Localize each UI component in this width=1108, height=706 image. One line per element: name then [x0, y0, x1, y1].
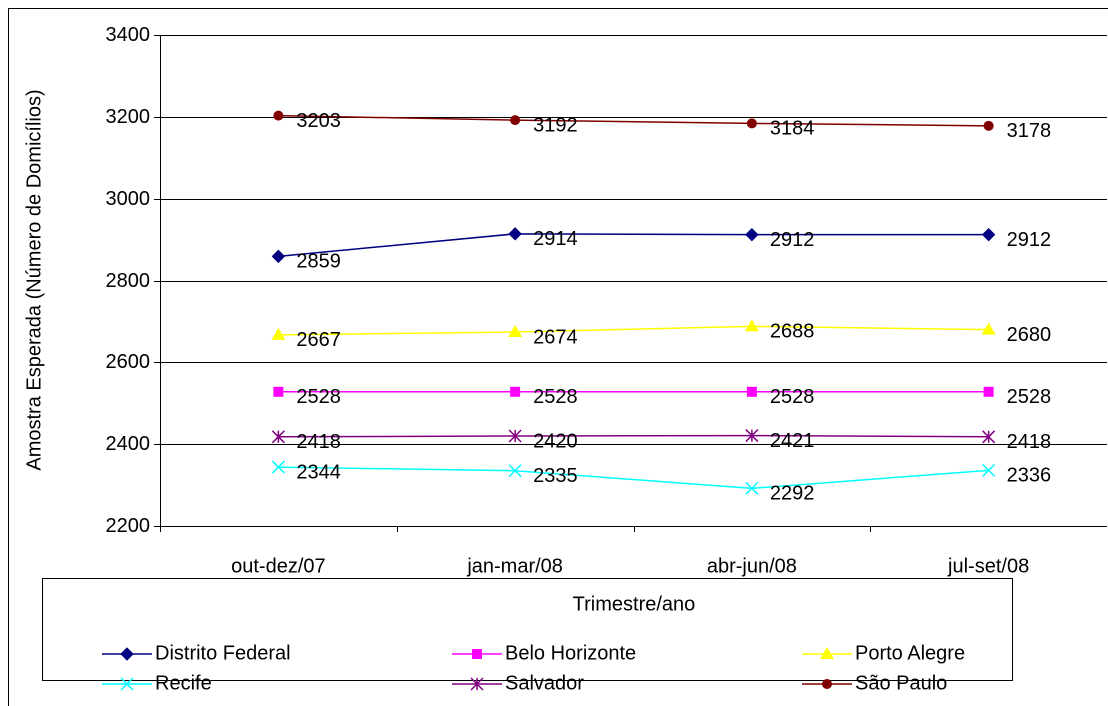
data-label: 2528: [1007, 386, 1052, 408]
point-marker: [510, 115, 521, 126]
data-label: 2912: [1007, 229, 1052, 251]
point-marker: [271, 249, 286, 264]
point-marker: [982, 463, 996, 477]
data-label: 2344: [296, 461, 341, 483]
data-label: 2528: [533, 386, 578, 408]
data-label: 2421: [770, 430, 815, 452]
legend-marker: [822, 679, 832, 689]
series-line: [278, 114, 989, 127]
y-tick-label: 2200: [106, 515, 151, 537]
chart-border: [8, 8, 1108, 706]
series-line: [278, 233, 989, 258]
point-marker: [983, 120, 994, 131]
point-marker: [745, 429, 759, 443]
legend-marker: [120, 677, 134, 691]
legend-label: Recife: [155, 672, 212, 694]
point-marker: [273, 386, 284, 397]
data-label: 2292: [770, 483, 815, 505]
point-marker: [744, 319, 759, 332]
x-axis-title: Trimestre/ano: [573, 593, 696, 615]
y-tick-label: 3000: [106, 188, 151, 210]
data-label: 2420: [533, 430, 578, 452]
data-label: 2914: [533, 228, 578, 250]
legend-label: Porto Alegre: [855, 642, 965, 664]
point-marker: [982, 430, 996, 444]
data-label: 3192: [533, 114, 578, 136]
point-marker: [508, 325, 523, 338]
data-label: 2528: [296, 386, 341, 408]
data-label: 2335: [533, 465, 578, 487]
x-tick-label: jan-mar/08: [466, 555, 563, 577]
series-line: [278, 434, 989, 438]
point-marker: [745, 227, 759, 242]
legend-label: Belo Horizonte: [505, 642, 636, 664]
legend-marker: [472, 649, 482, 659]
point-marker: [983, 386, 994, 397]
x-tick-label: jul-set/08: [947, 555, 1029, 577]
data-label: 3203: [296, 110, 341, 132]
point-marker: [508, 464, 522, 478]
series-line: [278, 466, 989, 490]
data-label: 2680: [1007, 324, 1052, 346]
x-tick-label: abr-jun/08: [707, 555, 797, 577]
legend-box: [42, 578, 1013, 681]
y-tick-label: 2800: [106, 270, 151, 292]
y-tick-label: 3200: [106, 106, 151, 128]
data-label: 2528: [770, 386, 815, 408]
legend-label: São Paulo: [855, 672, 947, 694]
point-marker: [271, 460, 285, 474]
point-marker: [508, 227, 522, 241]
point-marker: [510, 386, 521, 397]
point-marker: [746, 118, 757, 129]
data-label: 2674: [533, 326, 578, 348]
point-marker: [273, 110, 284, 121]
data-label: 3184: [770, 118, 815, 140]
legend-label: Distrito Federal: [155, 642, 291, 664]
data-label: 2418: [1007, 431, 1052, 453]
y-tick-label: 2400: [106, 433, 151, 455]
point-marker: [745, 481, 759, 495]
point-marker: [981, 322, 996, 335]
series-line: [278, 325, 989, 336]
data-label: 3178: [1007, 120, 1052, 142]
data-label: 2336: [1007, 465, 1052, 487]
y-tick-label: 3400: [106, 24, 151, 46]
y-axis-title: Amostra Esperada (Número de Domicílios): [23, 89, 45, 470]
point-marker: [271, 430, 285, 444]
data-label: 2859: [296, 251, 341, 273]
legend-label: Salvador: [505, 672, 584, 694]
y-tick-label: 2600: [106, 351, 151, 373]
point-marker: [746, 386, 757, 397]
data-label: 2912: [770, 229, 815, 251]
data-label: 2418: [296, 431, 341, 453]
point-marker: [271, 327, 286, 340]
point-marker: [981, 227, 996, 242]
point-marker: [508, 429, 522, 443]
legend-marker: [470, 677, 484, 691]
legend-marker: [120, 647, 134, 661]
data-label: 2688: [770, 321, 815, 343]
data-label: 2667: [296, 329, 341, 351]
legend-marker: [820, 647, 834, 659]
x-tick-label: out-dez/07: [231, 555, 326, 577]
